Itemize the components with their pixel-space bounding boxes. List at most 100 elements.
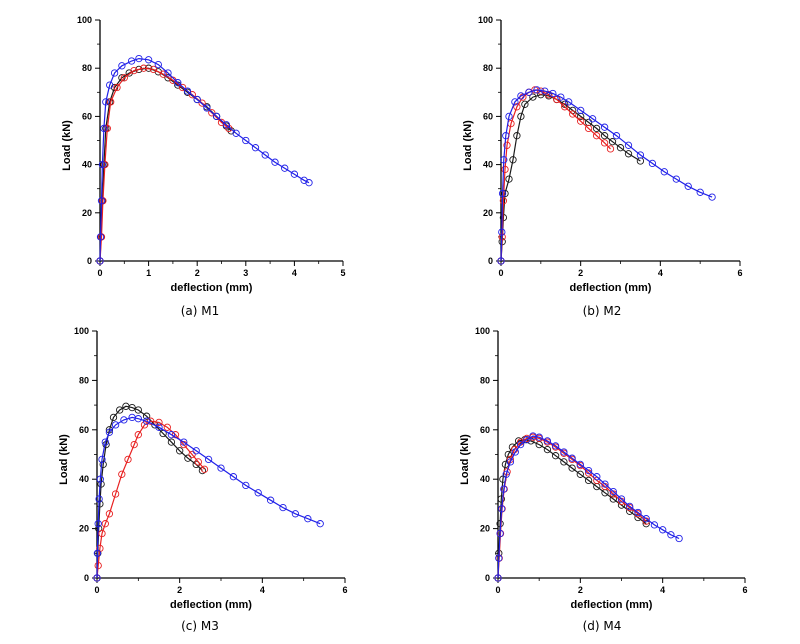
data-point-blue — [98, 160, 107, 169]
series-line-black — [99, 67, 232, 262]
data-point-red — [101, 160, 109, 169]
data-point-blue — [502, 470, 510, 478]
series-line-blue — [96, 416, 321, 579]
data-point-blue — [626, 502, 634, 511]
data-point-blue — [291, 510, 300, 518]
data-point-blue — [106, 81, 114, 89]
data-point-blue — [498, 505, 506, 513]
data-point-red — [130, 66, 138, 75]
data-point-blue — [96, 257, 104, 265]
series-black — [93, 402, 207, 582]
data-point-black — [135, 65, 143, 74]
x-tick-label: 2 — [578, 268, 583, 278]
y-tick-label: 60 — [483, 111, 493, 121]
data-point-red — [194, 458, 202, 466]
x-tick-label: 4 — [260, 585, 265, 595]
y-tick-label: 40 — [480, 474, 490, 484]
data-point-blue — [174, 79, 182, 87]
data-point-black — [504, 450, 512, 459]
data-point-blue — [584, 466, 593, 475]
data-point-blue — [505, 112, 513, 121]
series-red — [96, 64, 233, 265]
y-tick-label: 60 — [79, 425, 89, 435]
data-point-red — [584, 124, 593, 133]
data-point-blue — [316, 520, 324, 528]
x-tick-label: 0 — [498, 268, 503, 278]
data-point-red — [188, 91, 196, 99]
data-point-blue — [684, 182, 692, 190]
data-point-blue — [305, 179, 313, 187]
y-tick-label: 20 — [483, 208, 493, 218]
data-point-red — [200, 465, 209, 473]
data-point-blue — [543, 437, 552, 445]
data-point-black — [167, 438, 176, 446]
data-point-black — [142, 412, 151, 420]
y-tick-label: 40 — [79, 474, 89, 484]
y-tick-label: 80 — [480, 375, 490, 385]
data-point-black — [616, 144, 625, 152]
data-point-blue — [642, 515, 650, 523]
data-point-blue — [659, 526, 667, 534]
data-point-blue — [497, 257, 505, 265]
panel-caption: (b) M2 — [583, 304, 622, 318]
data-point-red — [124, 455, 132, 464]
data-point-black — [109, 413, 118, 422]
data-point-red — [198, 99, 206, 107]
y-tick-label: 20 — [82, 208, 92, 218]
y-tick-label: 80 — [82, 63, 92, 73]
data-point-red — [111, 490, 120, 498]
data-point-red — [577, 117, 585, 125]
data-point-black — [576, 470, 584, 478]
data-point-black — [97, 480, 105, 488]
data-point-red — [513, 103, 521, 111]
data-point-red — [225, 124, 233, 133]
data-point-blue — [94, 520, 102, 528]
data-point-blue — [648, 159, 657, 168]
data-point-blue — [155, 423, 163, 431]
data-point-red — [105, 510, 114, 518]
data-point-red — [600, 139, 609, 147]
data-point-blue — [101, 438, 109, 446]
data-point-blue — [560, 448, 568, 456]
data-point-black — [192, 460, 200, 469]
data-point-blue — [576, 460, 584, 469]
data-point-blue — [634, 508, 642, 517]
panel-caption: (a) M1 — [181, 304, 220, 318]
data-point-red — [208, 109, 216, 117]
panel-caption: (d) M4 — [583, 619, 622, 633]
data-point-red — [130, 440, 138, 449]
series-red — [93, 417, 209, 582]
data-point-black — [505, 175, 513, 183]
series-line-red — [99, 67, 230, 262]
data-point-blue — [667, 531, 675, 539]
data-point-black — [116, 406, 124, 414]
data-point-blue — [593, 473, 601, 481]
x-axis-title: deflection (mm) — [570, 282, 652, 294]
data-point-blue — [617, 495, 626, 503]
data-point-blue — [511, 98, 519, 106]
data-point-blue — [525, 88, 533, 96]
data-point-blue — [111, 421, 120, 429]
data-point-red — [499, 197, 508, 205]
data-point-blue — [203, 104, 211, 112]
data-point-red — [155, 418, 163, 427]
data-point-blue — [511, 448, 519, 456]
y-tick-label: 80 — [483, 63, 493, 73]
data-point-red — [178, 83, 187, 92]
series-blue — [96, 54, 313, 265]
x-axis-title: deflection (mm) — [170, 599, 252, 611]
data-point-blue — [601, 480, 609, 488]
data-point-red — [501, 165, 509, 174]
data-point-blue — [549, 89, 557, 98]
y-tick-label: 0 — [87, 256, 92, 266]
data-point-blue — [523, 436, 531, 444]
data-point-blue — [193, 95, 201, 104]
y-tick-label: 100 — [475, 326, 490, 336]
series-blue — [93, 413, 324, 582]
data-point-blue — [105, 428, 114, 436]
x-tick-label: 2 — [177, 585, 182, 595]
y-tick-label: 40 — [483, 160, 493, 170]
data-point-red — [606, 145, 615, 153]
x-tick-label: 0 — [495, 585, 500, 595]
data-point-blue — [134, 415, 142, 423]
